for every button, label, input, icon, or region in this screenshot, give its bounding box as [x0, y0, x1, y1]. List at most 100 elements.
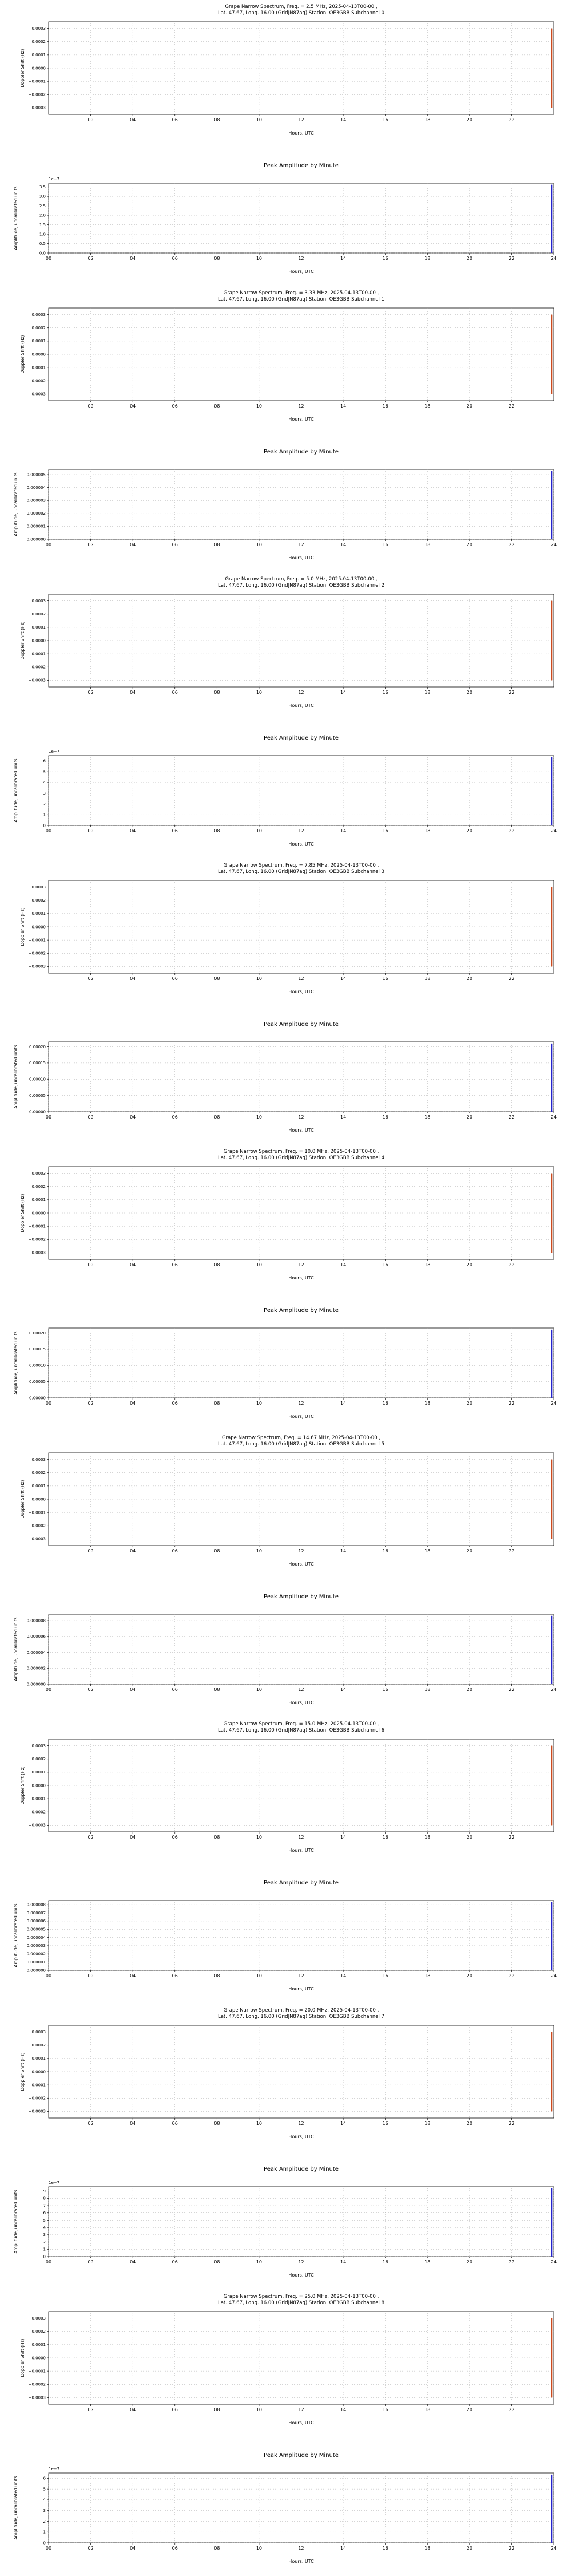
- x-tick-label: 04: [130, 690, 136, 695]
- x-tick-label: 10: [256, 976, 262, 981]
- x-tick-label: 02: [88, 690, 93, 695]
- y-tick-label: 0.0000: [32, 2356, 46, 2360]
- x-tick-label: 04: [130, 2546, 136, 2551]
- x-tick-label: 16: [383, 1835, 388, 1840]
- x-tick-label: 06: [172, 690, 178, 695]
- y-tick-label: 3.5: [39, 185, 46, 189]
- x-tick-label: 02: [88, 542, 93, 547]
- x-tick-label: 06: [172, 1115, 178, 1120]
- x-tick-label: 08: [214, 828, 220, 833]
- x-axis-label: Hours, UTC: [288, 1562, 314, 1567]
- x-tick-label: 16: [383, 2546, 388, 2551]
- x-tick-label: 06: [172, 2121, 178, 2126]
- subchannel-section-4: 02 04 06 08 10 12 14 16 18 20 22 −0.0003 −0.0002 −0.0…: [0, 1145, 572, 1431]
- y-tick-label: −0.0002: [29, 951, 46, 956]
- y-tick-label: 0.000001: [27, 1960, 46, 1965]
- x-tick-label: 18: [424, 1687, 430, 1692]
- y-tick-label: 0.0001: [32, 2342, 46, 2347]
- x-tick-label: 06: [172, 976, 178, 981]
- y-tick-label: 0.0001: [32, 1484, 46, 1488]
- doppler-chart: 02 04 06 08 10 12 14 16 18 20 22 −0.0003 −0.0002 −0.0…: [20, 2294, 554, 2425]
- amplitude-chart: 00 02 04 06 08 10 12 14 16 18 20 22 24 0.000000 0.0000…: [13, 1880, 557, 1992]
- chart-title: Grape Narrow Spectrum, Freq. = 10.0 MHz,…: [224, 1149, 379, 1155]
- x-tick-label: 04: [130, 1548, 136, 1554]
- x-tick-label: 22: [509, 1401, 514, 1406]
- x-tick-label: 20: [467, 2121, 472, 2126]
- x-tick-label: 12: [298, 690, 304, 695]
- doppler-chart: 02 04 06 08 10 12 14 16 18 20 22 −0.0003 −0.0002 −0.0…: [20, 4, 554, 136]
- x-tick-label: 06: [172, 1835, 178, 1840]
- x-tick-label: 04: [130, 1262, 136, 1267]
- y-tick-label: 6: [43, 2211, 46, 2215]
- x-tick-label: 20: [467, 542, 472, 547]
- y-tick-label: 4: [43, 2225, 46, 2230]
- y-tick-label: 0.000004: [27, 485, 46, 490]
- y-tick-label: 0.0002: [32, 326, 46, 330]
- amplitude-chart: 00 02 04 06 08 10 12 14 16 18 20 22 24 0.0 0.5 1.0 1.5 2.…: [13, 163, 557, 274]
- y-tick-label: −0.0001: [29, 1224, 46, 1228]
- x-tick-label: 12: [298, 1401, 304, 1406]
- x-tick-label: 16: [383, 1687, 388, 1692]
- subchannel-section-8: 02 04 06 08 10 12 14 16 18 20 22 −0.0003 −0.0002 −0.0…: [0, 2290, 572, 2576]
- y-tick-label: 2: [43, 2519, 46, 2524]
- y-tick-label: 3: [43, 791, 46, 796]
- x-tick-label: 16: [383, 1973, 388, 1978]
- x-tick-label: 18: [424, 1835, 430, 1840]
- x-tick-label: 16: [383, 256, 388, 261]
- axis-offset-label: 1e−7: [49, 2467, 59, 2471]
- x-tick-label: 04: [130, 2259, 136, 2265]
- subchannel-section-6: 02 04 06 08 10 12 14 16 18 20 22 −0.0003 −0.0002 −0.0…: [0, 1717, 572, 2004]
- chart-title: Peak Amplitude by Minute: [264, 735, 339, 741]
- x-tick-label: 16: [383, 828, 388, 833]
- x-tick-label: 08: [214, 117, 220, 123]
- y-axis-label: Doppler Shift (Hz): [20, 1194, 25, 1232]
- x-tick-label: 14: [340, 1835, 346, 1840]
- x-tick-label: 06: [172, 1687, 178, 1692]
- x-tick-label: 12: [298, 1835, 304, 1840]
- x-tick-label: 10: [256, 542, 262, 547]
- y-tick-label: 0.0000: [32, 924, 46, 929]
- y-tick-label: −0.0001: [29, 2369, 46, 2373]
- doppler-chart: 02 04 06 08 10 12 14 16 18 20 22 −0.0003 −0.0002 −0.0…: [20, 1435, 554, 1567]
- x-tick-label: 20: [467, 1262, 472, 1267]
- x-tick-label: 00: [46, 542, 51, 547]
- x-tick-label: 08: [214, 2259, 220, 2265]
- x-tick-label: 20: [467, 256, 472, 261]
- x-tick-label: 16: [383, 1548, 388, 1554]
- y-tick-label: 0.000002: [27, 1952, 46, 1957]
- x-tick-label: 22: [509, 1115, 514, 1120]
- y-tick-label: −0.0003: [29, 965, 46, 969]
- x-tick-label: 12: [298, 256, 304, 261]
- y-tick-label: 0.0002: [32, 2329, 46, 2334]
- chart-title: Grape Narrow Spectrum, Freq. = 7.85 MHz,…: [224, 863, 379, 868]
- x-tick-label: 06: [172, 117, 178, 123]
- x-tick-label: 24: [551, 542, 557, 547]
- x-tick-label: 10: [256, 2546, 262, 2551]
- y-tick-label: 3: [43, 2508, 46, 2513]
- x-tick-label: 10: [256, 2121, 262, 2126]
- amplitude-chart: 00 02 04 06 08 10 12 14 16 18 20 22 24 0.000000 0.0000…: [13, 449, 557, 560]
- x-tick-label: 20: [467, 117, 472, 123]
- doppler-chart: 02 04 06 08 10 12 14 16 18 20 22 −0.0003 −0.0002 −0.0…: [20, 2008, 554, 2139]
- x-axis-label: Hours, UTC: [288, 1848, 314, 1853]
- y-axis-label: Doppler Shift (Hz): [20, 2052, 25, 2091]
- x-tick-label: 24: [551, 1687, 557, 1692]
- x-tick-label: 14: [340, 404, 346, 409]
- x-tick-label: 14: [340, 1262, 346, 1267]
- x-tick-label: 22: [509, 2546, 514, 2551]
- x-tick-label: 18: [424, 1973, 430, 1978]
- x-tick-label: 02: [88, 2259, 93, 2265]
- y-axis-label: Doppler Shift (Hz): [20, 49, 25, 87]
- x-tick-label: 20: [467, 1548, 472, 1554]
- y-tick-label: 6: [43, 2476, 46, 2481]
- y-tick-label: 9: [43, 2189, 46, 2194]
- y-tick-label: 1: [43, 2530, 46, 2535]
- y-axis-label: Doppler Shift (Hz): [20, 1480, 25, 1518]
- y-axis-label: Doppler Shift (Hz): [20, 907, 25, 946]
- chart-title: Lat. 47.67, Long. 16.00 (GridJN87aq) Sta…: [218, 1155, 384, 1161]
- y-tick-label: 0.000003: [27, 499, 46, 503]
- y-tick-label: 0.0003: [32, 2316, 46, 2321]
- x-tick-label: 04: [130, 828, 136, 833]
- x-tick-label: 18: [424, 1401, 430, 1406]
